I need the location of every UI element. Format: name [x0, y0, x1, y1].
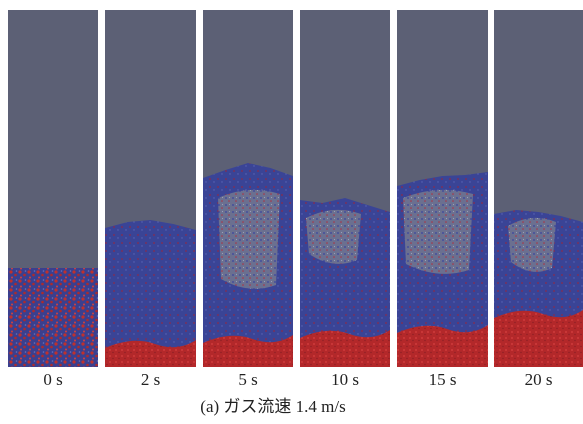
bubble-region — [306, 210, 361, 264]
particle-bed — [8, 268, 98, 367]
time-label: 10 s — [331, 370, 359, 389]
panels: 0 s 2 s 5 s 10 s 15 s 20 s — [8, 10, 583, 389]
bubble-region — [218, 190, 280, 289]
time-label: 5 s — [238, 370, 257, 389]
bubble-region — [508, 218, 556, 272]
time-label: 0 s — [43, 370, 62, 389]
time-label: 2 s — [141, 370, 160, 389]
time-label: 15 s — [429, 370, 457, 389]
time-label: 20 s — [525, 370, 553, 389]
caption: (a) ガス流速 1.4 m/s — [200, 397, 345, 416]
figure: 0 s 2 s 5 s 10 s 15 s 20 s (a) ガス流速 1.4 m/s — [0, 0, 583, 424]
bubble-region — [403, 190, 473, 274]
dense-red-layer — [494, 310, 583, 367]
dense-red-layer — [397, 325, 488, 367]
